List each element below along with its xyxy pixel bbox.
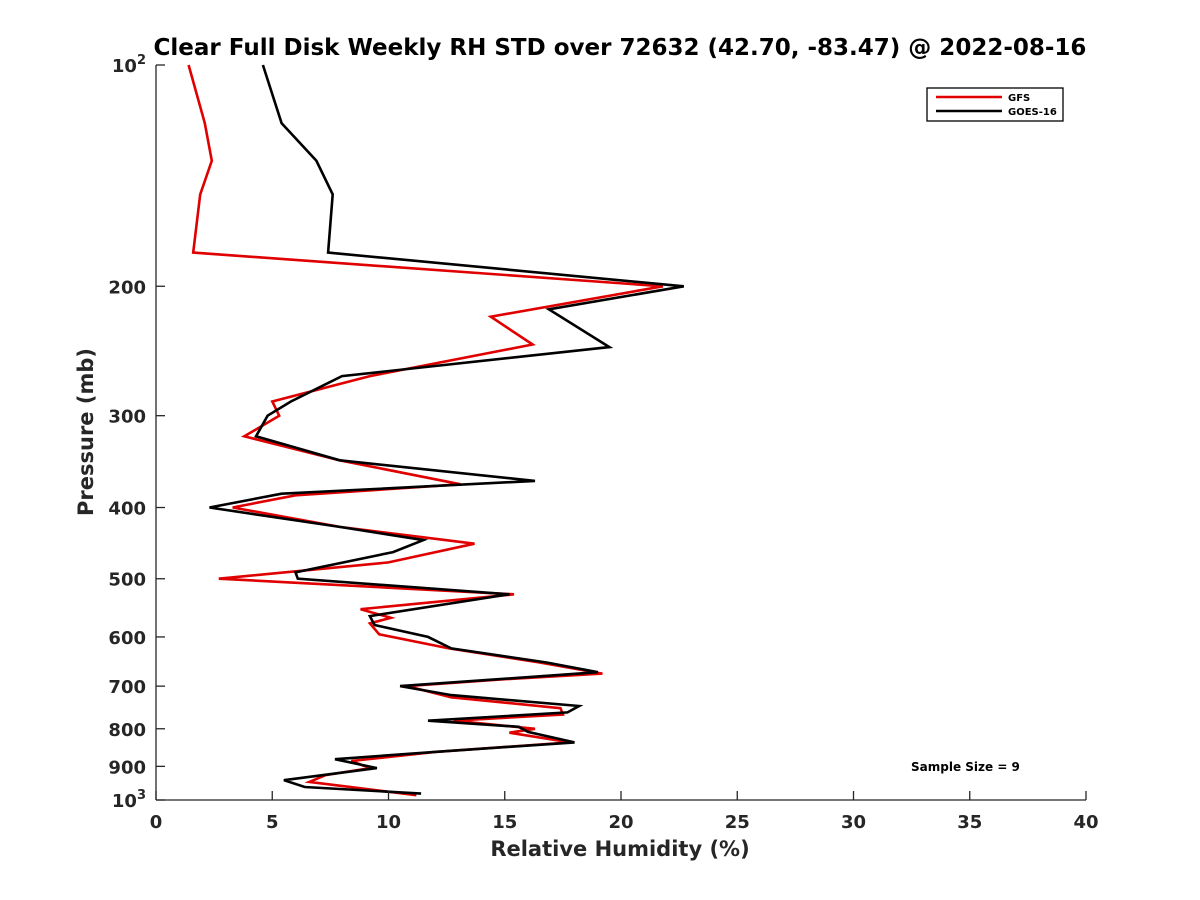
series-line-goes16 (209, 64, 685, 795)
x-tick-label: 20 (608, 812, 633, 833)
sample-size-annotation: Sample Size = 9 (911, 760, 1020, 774)
legend-box (926, 87, 1064, 122)
x-tick-label: 25 (725, 812, 750, 833)
y-tick-label: 200 (108, 277, 146, 298)
legend-label-goes16: GOES-16 (1008, 107, 1057, 118)
y-tick-label: 102 (112, 53, 146, 77)
x-tick-label: 40 (1073, 812, 1098, 833)
x-tick-label: 0 (150, 812, 163, 833)
y-tick-label: 600 (108, 628, 146, 649)
x-tick-label: 10 (376, 812, 401, 833)
y-tick-label: 103 (112, 788, 146, 812)
y-tick-label: 300 (108, 407, 146, 428)
legend: GFS GOES-16 (926, 87, 1064, 122)
y-axis-label: Pressure (mb) (74, 348, 98, 516)
x-tick-label: 30 (841, 812, 866, 833)
chart-title: Clear Full Disk Weekly RH STD over 72632… (154, 35, 1087, 61)
x-tick-label: 15 (492, 812, 517, 833)
y-tick-label: 400 (108, 499, 146, 520)
x-tick-label: 35 (957, 812, 982, 833)
y-tick-label: 800 (108, 720, 146, 741)
y-tick-label: 500 (108, 570, 146, 591)
y-axis-ticks: 102 200 300 400 500 600 700 800 900 103 (108, 53, 165, 812)
x-tick-label: 5 (266, 812, 279, 833)
legend-label-gfs: GFS (1008, 93, 1030, 104)
y-tick-label: 700 (108, 677, 146, 698)
y-tick-label: 900 (108, 757, 146, 778)
series-line-gfs (187, 64, 664, 797)
x-axis-ticks: 0 5 10 15 20 25 30 35 40 (150, 791, 1099, 833)
plot-area (187, 64, 685, 797)
x-axis-label: Relative Humidity (%) (490, 837, 749, 861)
